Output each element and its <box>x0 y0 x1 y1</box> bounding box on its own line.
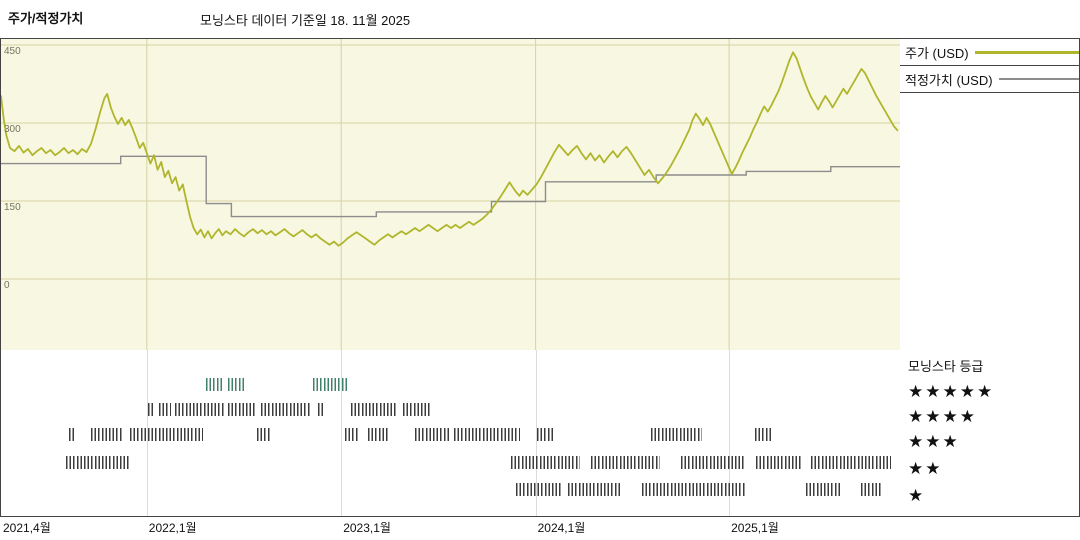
gridline-vertical <box>341 350 343 516</box>
y-axis-tick-label: 150 <box>4 202 21 213</box>
rating-marks <box>0 350 901 517</box>
rating-period-marks <box>516 483 561 496</box>
rating-period-marks <box>756 456 801 469</box>
rating-period-marks <box>91 428 122 441</box>
rating-period-marks <box>318 403 325 416</box>
rating-period-marks <box>681 456 746 469</box>
y-axis-tick-label: 0 <box>4 280 10 291</box>
legend-item-fair-value: 적정가치 (USD) <box>900 66 1079 93</box>
rating-period-marks <box>591 456 660 469</box>
rating-period-marks <box>351 403 397 416</box>
rating-3-star-icons: ★★★ <box>908 432 960 451</box>
gridline-vertical <box>535 350 537 516</box>
x-axis-label: 2025,1월 <box>731 521 779 535</box>
rating-period-marks <box>811 456 891 469</box>
rating-period-marks <box>861 483 881 496</box>
rating-period-marks <box>415 428 449 441</box>
rating-period-marks <box>568 483 622 496</box>
chart-legend: 주가 (USD) 적정가치 (USD) <box>900 38 1080 351</box>
rating-period-marks <box>368 428 388 441</box>
rating-period-marks <box>642 483 746 496</box>
rating-period-marks <box>206 378 222 391</box>
x-axis: 2021,4월 2022,1월 2023,1월 2024,1월 2025,1월 <box>0 519 900 537</box>
price-line-swatch-icon <box>974 50 1079 54</box>
rating-period-marks <box>261 403 311 416</box>
rating-period-marks <box>175 403 224 416</box>
rating-period-marks <box>806 483 842 496</box>
rating-period-marks <box>228 378 246 391</box>
x-axis-label: 2021,4월 <box>3 521 51 535</box>
rating-legend-title: 모닝스타 등급 <box>908 359 984 374</box>
price-chart-svg <box>1 39 900 350</box>
rating-period-marks <box>345 428 359 441</box>
rating-period-marks <box>130 428 203 441</box>
x-axis-label: 2022,1월 <box>148 521 197 535</box>
rating-4-star-icons: ★★★★ <box>908 407 977 426</box>
x-axis-label: 2024,1월 <box>537 521 586 535</box>
rating-period-marks <box>159 403 171 416</box>
rating-period-marks <box>454 428 520 441</box>
legend-item-price: 주가 (USD) <box>900 39 1079 66</box>
legend-price-label: 주가 (USD) <box>905 45 969 61</box>
x-axis-label: 2023,1월 <box>343 521 391 535</box>
rating-5-star-icons: ★★★★★ <box>908 382 995 401</box>
rating-period-marks <box>228 403 257 416</box>
rating-period-marks <box>755 428 771 441</box>
rating-2-star-icons: ★★ <box>908 459 943 478</box>
rating-period-marks <box>69 428 76 441</box>
rating-1-star-icons: ★ <box>908 486 926 505</box>
rating-period-marks <box>403 403 431 416</box>
legend-fair-value-label: 적정가치 (USD) <box>905 72 993 88</box>
rating-period-marks <box>313 378 347 391</box>
data-as-of-label: 모닝스타 데이터 기준일 18. 11월 2025 <box>200 13 411 28</box>
page-title: 주가/적정가치 <box>8 11 84 26</box>
rating-period-marks <box>66 456 131 469</box>
price-chart: 450 300 150 0 <box>0 38 901 351</box>
rating-legend: 모닝스타 등급 ★★★★★ ★★★★ ★★★ ★★ ★ <box>900 350 1080 517</box>
rating-period-marks <box>511 456 580 469</box>
rating-period-marks <box>651 428 702 441</box>
gridline-vertical <box>729 350 731 516</box>
y-axis-tick-label: 450 <box>4 46 21 57</box>
fair-value-line-swatch-icon <box>998 78 1079 80</box>
y-axis-tick-label: 300 <box>4 124 21 135</box>
rating-period-marks <box>148 403 153 416</box>
rating-period-marks <box>257 428 270 441</box>
rating-period-marks <box>537 428 553 441</box>
